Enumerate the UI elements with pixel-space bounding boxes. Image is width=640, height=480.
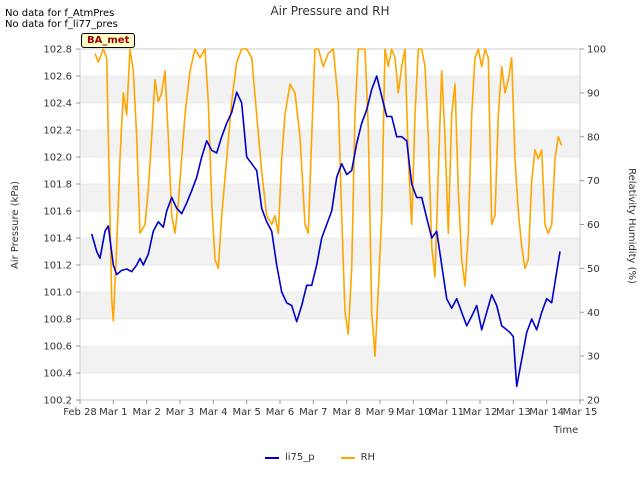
- left-y-tick-label: 101.8: [43, 180, 72, 191]
- x-tick-label: Mar 11: [429, 407, 464, 418]
- chart-title: Air Pressure and RH: [270, 4, 389, 18]
- tick-marks: [76, 48, 584, 404]
- right-y-tick-label: 40: [587, 308, 600, 319]
- series-line-rh: [94, 48, 563, 357]
- x-tick-label: Mar 4: [199, 407, 227, 418]
- legend-item-li75-p: li75_p: [264, 452, 315, 463]
- x-tick-label: Mar 5: [232, 407, 260, 418]
- x-tick-label: Mar 14: [529, 407, 564, 418]
- right-y-tick-label: 90: [587, 88, 600, 99]
- left-axis-title: Air Pressure (kPa): [10, 181, 21, 269]
- left-y-tick-label: 102.2: [43, 126, 72, 137]
- grid-band: [80, 238, 580, 265]
- plot-background: [80, 48, 580, 401]
- left-y-tick-label: 100.4: [43, 369, 72, 380]
- grid-band: [80, 130, 580, 157]
- x-tick-label: Mar 7: [299, 407, 327, 418]
- x-tick-label: Mar 13: [496, 407, 531, 418]
- legend-label-li75-p: li75_p: [284, 452, 315, 463]
- station-badge: BA_met: [81, 33, 136, 48]
- x-tick-label: Mar 2: [132, 407, 160, 418]
- right-y-tick-label: 100: [587, 45, 606, 56]
- legend-item-rh: RH: [340, 452, 376, 463]
- left-axis-tick-labels: 100.2 100.4 100.6 100.8 101.0 101.2 101.4 101.6…: [43, 45, 72, 407]
- x-tick-label: Mar 3: [166, 407, 194, 418]
- left-y-tick-label: 101.6: [43, 207, 72, 218]
- left-y-tick-label: 102.0: [43, 153, 72, 164]
- x-tick-label: Mar 1: [99, 407, 127, 418]
- left-y-tick-label: 102.8: [43, 45, 72, 56]
- right-y-tick-label: 50: [587, 264, 600, 275]
- right-axis-title: Relativity Humidity (%): [626, 168, 637, 284]
- grid-band: [80, 184, 580, 211]
- left-y-tick-label: 102.6: [43, 72, 72, 83]
- x-tick-label: Mar 6: [266, 407, 294, 418]
- left-y-tick-label: 101.2: [43, 261, 72, 272]
- left-y-tick-label: 101.4: [43, 234, 72, 245]
- left-y-tick-label: 100.8: [43, 315, 72, 326]
- left-y-tick-label: 101.0: [43, 288, 72, 299]
- x-tick-label: Mar 9: [366, 407, 394, 418]
- series-layer: [90, 48, 563, 388]
- legend-swatch-rh: [340, 456, 355, 459]
- legend: li75_p RH: [0, 452, 640, 463]
- left-y-tick-label: 100.6: [43, 342, 72, 353]
- right-y-tick-label: 30: [587, 352, 600, 363]
- x-tick-label: Feb 28: [63, 407, 97, 418]
- right-axis-tick-labels: 20 30 40 50 60 70 80 90 100: [587, 45, 606, 407]
- x-tick-label: Mar 12: [463, 407, 498, 418]
- right-y-tick-label: 80: [587, 132, 600, 143]
- no-data-note-atmpres: No data for f_AtmPres: [5, 8, 115, 19]
- left-y-tick-label: 100.2: [43, 396, 72, 407]
- right-y-tick-label: 60: [587, 220, 600, 231]
- x-axis-title: Time: [553, 425, 578, 436]
- grid-band: [80, 292, 580, 319]
- x-axis-tick-labels: Feb 28 Mar 1 Mar 2 Mar 3 Mar 4 Mar 5 Mar 6 Mar …: [63, 407, 597, 418]
- right-y-tick-label: 20: [587, 396, 600, 407]
- series-line-li75-p: [90, 75, 561, 388]
- x-tick-label: Mar 15: [563, 407, 598, 418]
- legend-label-rh: RH: [360, 452, 376, 463]
- grid-band: [80, 346, 580, 373]
- no-data-note-li77: No data for f_li77_pres: [5, 19, 118, 30]
- right-y-tick-label: 70: [587, 176, 600, 187]
- x-tick-label: Mar 10: [396, 407, 431, 418]
- left-y-tick-label: 102.4: [43, 99, 72, 110]
- legend-swatch-li75-p: [264, 456, 279, 459]
- x-tick-label: Mar 8: [332, 407, 360, 418]
